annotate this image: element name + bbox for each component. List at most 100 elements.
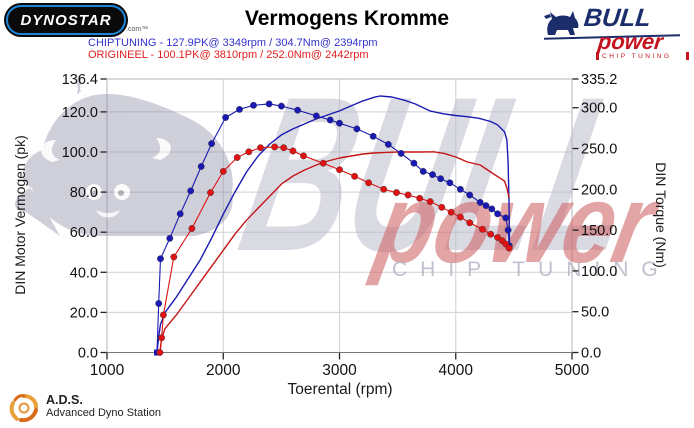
bullpower-word-chiptuning: CHIP TUNING xyxy=(602,53,672,60)
series-marker-3 xyxy=(505,244,513,252)
y-left-tick-label: 100.0 xyxy=(62,145,98,161)
y-left-tick-label: 20.0 xyxy=(70,305,98,321)
x-tick-label: 5000 xyxy=(555,362,590,379)
series-marker-2 xyxy=(222,114,230,121)
y-left-tick-label: 136.4 xyxy=(62,72,98,88)
y-axis-left-title: DIN Motor Vermogen (pk) xyxy=(12,135,28,295)
series-marker-3 xyxy=(233,154,241,161)
dynostar-logo: DYNOSTAR xyxy=(6,5,126,35)
series-marker-3 xyxy=(438,203,446,211)
series-marker-3 xyxy=(479,225,486,233)
series-marker-2 xyxy=(456,185,464,193)
series-marker-2 xyxy=(265,100,273,108)
series-marker-2 xyxy=(353,125,361,133)
x-tick-label: 4000 xyxy=(439,362,474,379)
dynostar-logo-text: DYNOSTAR xyxy=(20,11,112,29)
series-marker-2 xyxy=(410,159,418,167)
series-marker-2 xyxy=(369,132,377,140)
series-marker-3 xyxy=(404,191,412,199)
series-marker-2 xyxy=(482,202,490,210)
bullpower-word-bull: BULL xyxy=(582,4,653,32)
series-line-0 xyxy=(156,95,511,353)
series-line-1 xyxy=(159,151,510,353)
series-marker-3 xyxy=(289,147,297,155)
series-marker-3 xyxy=(280,144,288,152)
y-right-tick-label: 335.2 xyxy=(581,72,617,88)
series-marker-2 xyxy=(197,163,205,170)
series-marker-3 xyxy=(156,349,164,356)
series-marker-3 xyxy=(159,311,167,319)
series-marker-3 xyxy=(365,179,372,187)
dynostar-domain-text: .com™ xyxy=(126,26,149,33)
series-marker-2 xyxy=(326,116,334,124)
y-right-tick-label: 300.0 xyxy=(581,101,617,117)
series-marker-3 xyxy=(456,213,464,221)
x-tick-label: 3000 xyxy=(322,362,357,379)
series-marker-2 xyxy=(437,175,444,183)
series-marker-2 xyxy=(187,187,195,195)
series-marker-2 xyxy=(476,198,484,206)
x-tick-label: 2000 xyxy=(206,362,241,379)
bullpower-word-power: power xyxy=(596,29,665,54)
y-left-tick-label: 0.0 xyxy=(78,346,98,362)
series-marker-2 xyxy=(488,205,496,213)
series-marker-2 xyxy=(250,101,257,109)
page-title: Vermogens Kromme xyxy=(244,7,450,30)
series-marker-3 xyxy=(380,185,388,193)
series-marker-2 xyxy=(157,255,164,263)
series-marker-3 xyxy=(158,334,166,342)
series-marker-3 xyxy=(300,152,307,160)
watermark-power-text: power xyxy=(365,160,671,286)
series-marker-3 xyxy=(336,166,343,174)
bull-icon xyxy=(544,11,579,35)
y-axis-right-title: DIN Torque (Nm) xyxy=(653,162,669,268)
series-marker-2 xyxy=(236,106,243,113)
series-marker-2 xyxy=(446,179,454,187)
series-marker-2 xyxy=(494,210,501,218)
series-marker-2 xyxy=(384,140,392,148)
x-axis-title: Toerental (rpm) xyxy=(287,381,393,398)
series-marker-2 xyxy=(466,191,474,199)
series-marker-2 xyxy=(336,119,343,127)
series-marker-3 xyxy=(393,189,400,197)
series-marker-3 xyxy=(494,234,501,241)
y-right-tick-label: 0.0 xyxy=(581,346,601,362)
series-marker-3 xyxy=(447,208,455,216)
y-left-tick-label: 40.0 xyxy=(70,265,98,281)
ads-abbr-label: A.D.S. xyxy=(46,393,83,407)
series-marker-2 xyxy=(294,106,301,114)
ads-swirl-icon xyxy=(9,394,38,423)
series-marker-2 xyxy=(502,214,510,222)
series-marker-2 xyxy=(429,171,436,179)
series-marker-3 xyxy=(245,148,253,156)
bullpower-left-bar xyxy=(596,52,599,60)
series-marker-2 xyxy=(277,102,285,110)
series-marker-3 xyxy=(271,143,278,151)
series-marker-3 xyxy=(426,198,434,206)
series-marker-2 xyxy=(166,234,174,242)
series-marker-2 xyxy=(155,300,163,307)
bullpower-right-bar xyxy=(686,52,689,60)
y-right-tick-label: 150.0 xyxy=(581,223,617,239)
y-right-tick-label: 250.0 xyxy=(581,142,617,158)
bullpower-logo: BULL power CHIP TUNING xyxy=(540,2,692,60)
legend-row-chiptuning: CHIPTUNING - 127.9PK@ 3349rpm / 304.7Nm@… xyxy=(88,37,378,49)
legend-row-origineel: ORIGINEEL - 100.1PK@ 3810rpm / 252.0Nm@ … xyxy=(88,49,369,61)
series-marker-2 xyxy=(504,226,512,234)
watermark-bull-icon xyxy=(14,75,233,236)
ads-full-label: Advanced Dyno Station xyxy=(46,407,161,419)
y-left-tick-label: 120.0 xyxy=(62,105,98,121)
series-marker-2 xyxy=(397,149,405,157)
watermark-bull-text: BULL xyxy=(225,52,659,297)
y-right-tick-label: 100.0 xyxy=(581,264,617,280)
y-left-tick-label: 80.0 xyxy=(70,185,98,201)
series-marker-3 xyxy=(207,189,214,197)
x-tick-label: 1000 xyxy=(90,362,125,379)
series-marker-2 xyxy=(419,167,427,175)
series-marker-3 xyxy=(219,167,227,175)
y-left-tick-label: 60.0 xyxy=(70,225,98,241)
watermark-chiptuning-text: CHIP TUNING xyxy=(392,258,671,281)
series-marker-2 xyxy=(176,210,184,218)
